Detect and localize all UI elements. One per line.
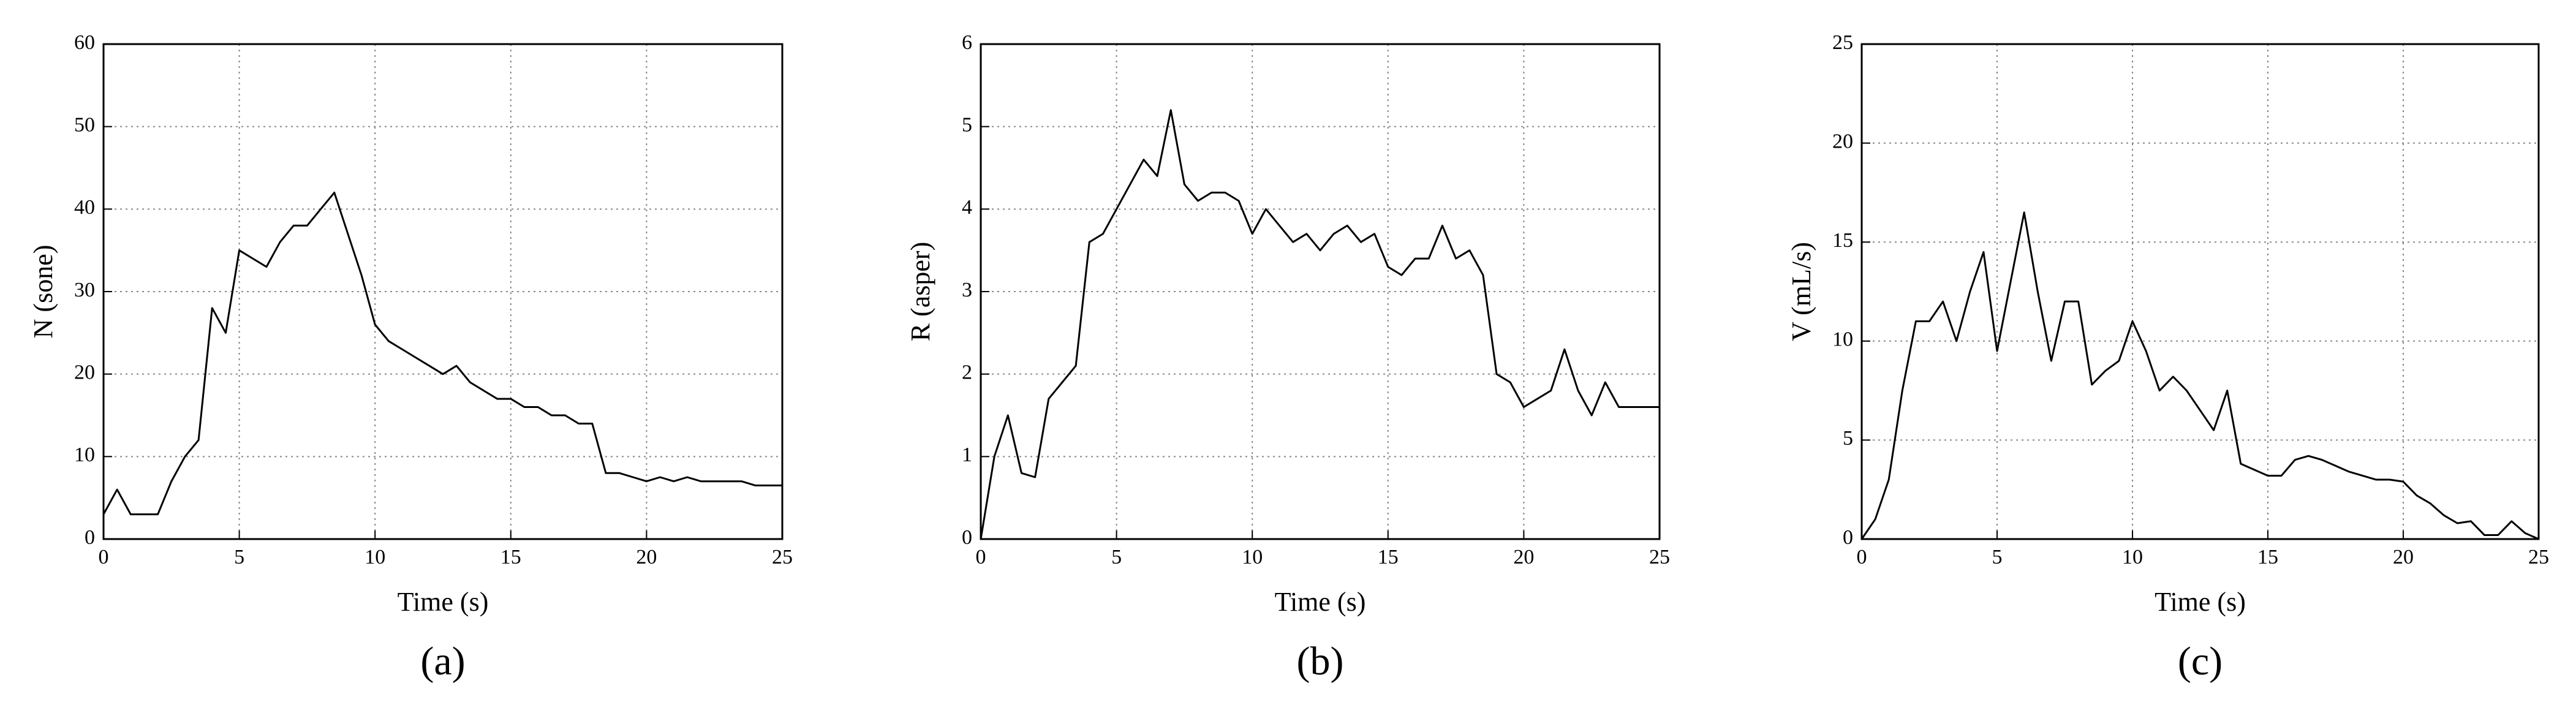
x-tick-label: 15 — [500, 546, 521, 568]
caption: (c) — [2178, 639, 2223, 684]
x-tick-label: 0 — [99, 546, 109, 568]
x-tick-label: 20 — [1513, 546, 1534, 568]
plot-frame — [1860, 43, 2540, 540]
y-tick-label: 5 — [962, 113, 972, 136]
y-tick-label: 10 — [74, 443, 95, 466]
caption: (a) — [420, 639, 465, 684]
y-tick-label: 0 — [962, 526, 972, 549]
x-tick-label: 15 — [2257, 546, 2278, 568]
y-tick-label: 15 — [1832, 229, 1853, 252]
y-tick-label: 20 — [1832, 130, 1853, 153]
x-tick-label: 25 — [2528, 546, 2549, 568]
x-tick-label: 25 — [772, 546, 793, 568]
x-tick-label: 5 — [1111, 546, 1122, 568]
y-tick-label: 40 — [74, 196, 95, 219]
data-line — [980, 109, 1660, 540]
y-tick-label: 60 — [74, 31, 95, 54]
x-tick-label: 15 — [1378, 546, 1399, 568]
data-line — [1860, 211, 2539, 540]
y-tick-label: 0 — [1843, 526, 1853, 549]
x-tick-label: 10 — [364, 546, 385, 568]
x-tick-label: 5 — [1992, 546, 2003, 568]
x-tick-label: 10 — [1242, 546, 1263, 568]
x-tick-label: 0 — [976, 546, 986, 568]
x-tick-label: 5 — [234, 546, 244, 568]
x-tick-label: 20 — [2393, 546, 2414, 568]
y-tick-label: 0 — [85, 526, 95, 549]
y-axis-label: N (sone) — [28, 245, 58, 339]
y-tick-label: 1 — [962, 443, 972, 466]
y-axis-label: V (mL/s) — [1786, 242, 1816, 341]
y-tick-label: 5 — [1843, 427, 1853, 450]
y-axis-label: R (asper) — [905, 242, 935, 342]
y-tick-label: 4 — [962, 196, 972, 219]
x-axis-label: Time (s) — [398, 587, 489, 617]
x-tick-label: 10 — [2122, 546, 2143, 568]
x-tick-label: 0 — [1857, 546, 1867, 568]
data-line — [102, 191, 782, 516]
x-tick-label: 25 — [1649, 546, 1670, 568]
y-tick-label: 30 — [74, 279, 95, 301]
x-axis-label: Time (s) — [1275, 587, 1366, 617]
y-tick-label: 3 — [962, 279, 972, 301]
caption: (b) — [1297, 639, 1344, 684]
plot-frame — [980, 43, 1661, 540]
y-tick-label: 6 — [962, 31, 972, 54]
y-tick-label: 20 — [74, 361, 95, 383]
x-axis-label: Time (s) — [2155, 587, 2246, 617]
y-tick-label: 10 — [1832, 328, 1853, 351]
y-tick-label: 50 — [74, 113, 95, 136]
y-tick-label: 2 — [962, 361, 972, 383]
plot-frame — [102, 43, 784, 540]
y-tick-label: 25 — [1832, 31, 1853, 54]
x-tick-label: 20 — [636, 546, 657, 568]
